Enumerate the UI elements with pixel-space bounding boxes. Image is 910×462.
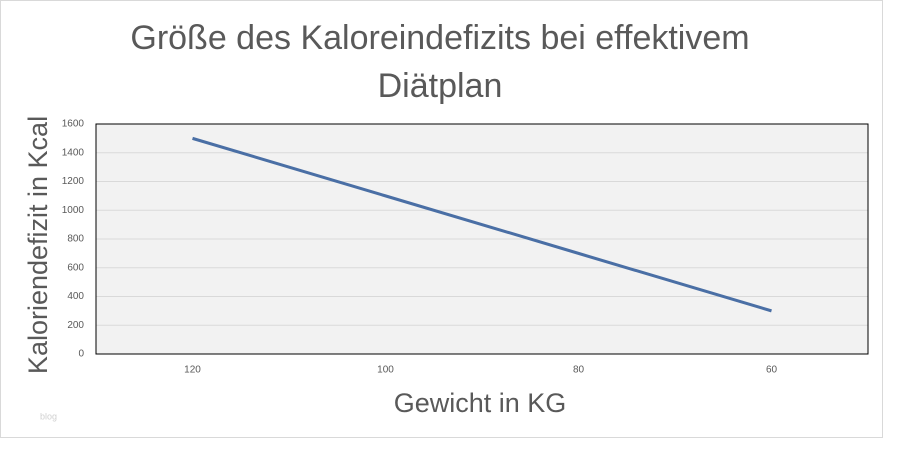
y-tick-label: 800: [67, 234, 84, 245]
x-tick-label: 60: [766, 365, 778, 376]
y-axis-title: Kaloriendefizit in Kcal: [23, 116, 53, 374]
chart-title: Größe des Kaloreindefizits bei effektive…: [130, 19, 750, 105]
watermark: blog: [40, 411, 57, 421]
x-axis-title: Gewicht in KG: [394, 388, 567, 418]
y-tick-label: 1200: [62, 176, 85, 187]
y-tick-label: 1600: [62, 119, 85, 130]
grid: [96, 123, 868, 355]
y-tick-label: 0: [78, 349, 84, 360]
y-tick-label: 200: [67, 320, 84, 331]
x-tick-label: 80: [573, 365, 585, 376]
line-series: [192, 136, 772, 313]
y-tick-label: 1000: [62, 205, 85, 216]
x-tick-label: 120: [184, 365, 201, 376]
y-tick-label: 400: [67, 291, 84, 302]
y-tick-label: 600: [67, 262, 84, 273]
plot-border: [95, 123, 869, 355]
x-tick-label: 100: [377, 365, 394, 376]
y-tick-label: 1400: [62, 147, 85, 158]
